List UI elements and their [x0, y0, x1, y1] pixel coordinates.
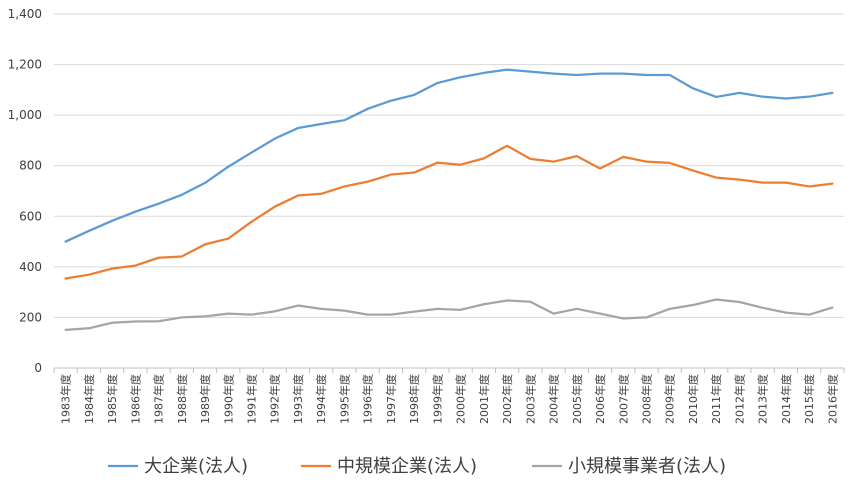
x-tick-label: 1990年度 — [221, 374, 235, 424]
y-axis-ticks: 0 200 400 600 800 1,000 1,200 1,400 — [8, 7, 42, 375]
x-tick-label: 2008年度 — [640, 374, 654, 424]
x-tick-label: 2001年度 — [477, 374, 491, 424]
x-tick-label: 1985年度 — [105, 374, 119, 424]
legend-label-2: 中規模企業(法人) — [337, 456, 477, 477]
y-tick-label: 1,200 — [8, 58, 42, 72]
x-tick-label: 2012年度 — [732, 374, 746, 424]
legend: 大企業(法人) 中規模企業(法人) 小規模事業者(法人) — [108, 456, 726, 477]
legend-label-3: 小規模事業者(法人) — [568, 456, 726, 477]
y-tick-label: 1,000 — [8, 108, 42, 122]
y-tick-label: 0 — [34, 361, 42, 375]
y-tick-label: 200 — [19, 310, 42, 324]
x-tick-label: 2000年度 — [454, 374, 468, 424]
x-axis-ticks: 1983年度 1984年度 1985年度 1986年度 1987年度 1988年度 1989… — [53, 368, 845, 424]
x-tick-label: 2004年度 — [547, 374, 561, 424]
x-tick-label: 2015年度 — [802, 374, 816, 424]
x-tick-label: 1991年度 — [245, 374, 259, 424]
x-tick-label: 1986年度 — [128, 374, 142, 424]
x-tick-label: 1993年度 — [291, 374, 305, 424]
x-tick-label: 2005年度 — [570, 374, 584, 424]
x-tick-label: 1994年度 — [314, 374, 328, 424]
x-tick-label: 2006年度 — [593, 374, 607, 424]
x-tick-label: 1989年度 — [198, 374, 212, 424]
series-line-3 — [64, 298, 834, 331]
x-tick-label: 2014年度 — [779, 374, 793, 424]
series-lines — [64, 68, 834, 331]
y-tick-label: 1,400 — [8, 7, 42, 21]
gridlines — [54, 13, 844, 369]
legend-label-1: 大企業(法人) — [144, 456, 248, 477]
x-tick-label: 1997年度 — [384, 374, 398, 424]
x-tick-label: 1998年度 — [407, 374, 421, 424]
series-line-1 — [64, 68, 834, 243]
x-tick-label: 2002年度 — [500, 374, 514, 424]
x-tick-label: 2003年度 — [523, 374, 537, 424]
x-tick-label: 2013年度 — [756, 374, 770, 424]
x-tick-label: 1992年度 — [268, 374, 282, 424]
y-tick-label: 800 — [19, 159, 42, 173]
x-tick-label: 1995年度 — [337, 374, 351, 424]
x-tick-label: 1984年度 — [82, 374, 96, 424]
x-tick-label: 2009年度 — [663, 374, 677, 424]
x-tick-label: 1988年度 — [175, 374, 189, 424]
x-tick-label: 1987年度 — [152, 374, 166, 424]
x-tick-label: 1996年度 — [361, 374, 375, 424]
x-tick-label: 2016年度 — [825, 374, 839, 424]
y-tick-label: 600 — [19, 209, 42, 223]
x-tick-label: 1983年度 — [59, 374, 73, 424]
x-tick-label: 1999年度 — [430, 374, 444, 424]
y-tick-label: 400 — [19, 260, 42, 274]
series-line-2 — [64, 144, 834, 280]
x-tick-label: 2010年度 — [686, 374, 700, 424]
x-tick-label: 2011年度 — [709, 374, 723, 424]
x-tick-label: 2007年度 — [616, 374, 630, 424]
